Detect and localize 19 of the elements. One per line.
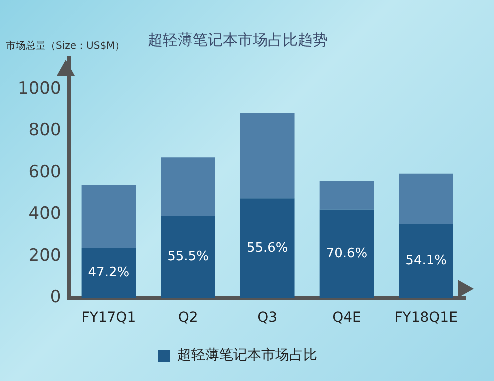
annotation: 47.2%	[88, 266, 130, 281]
annotation: 54.1%	[406, 254, 447, 269]
annotation: 70.6%	[326, 246, 368, 262]
annotation: 55.5%	[168, 250, 209, 265]
y-tick-label: 1000	[18, 78, 62, 99]
x-tick-label: Q4E	[332, 310, 362, 326]
x-tick-label: FY18Q1E	[394, 310, 458, 326]
x-tick-label: FY17Q1	[82, 310, 136, 326]
chart-title: 超轻薄笔记本市场占比趋势	[148, 30, 328, 49]
y-tick-label: 800	[28, 120, 62, 141]
x-tick-label: Q2	[178, 310, 198, 326]
annotation: 55.6%	[246, 240, 288, 256]
y-tick-label: 200	[28, 246, 62, 266]
y-tick-label: 400	[28, 204, 62, 224]
y-axis-title: 市场总量（Size：US$M）	[6, 40, 126, 53]
legend-label: 超轻薄笔记本市场占比	[178, 348, 318, 364]
y-tick-label: 600	[28, 162, 62, 182]
y-tick-label: 0	[50, 288, 62, 308]
x-tick-label: Q3	[258, 310, 278, 326]
